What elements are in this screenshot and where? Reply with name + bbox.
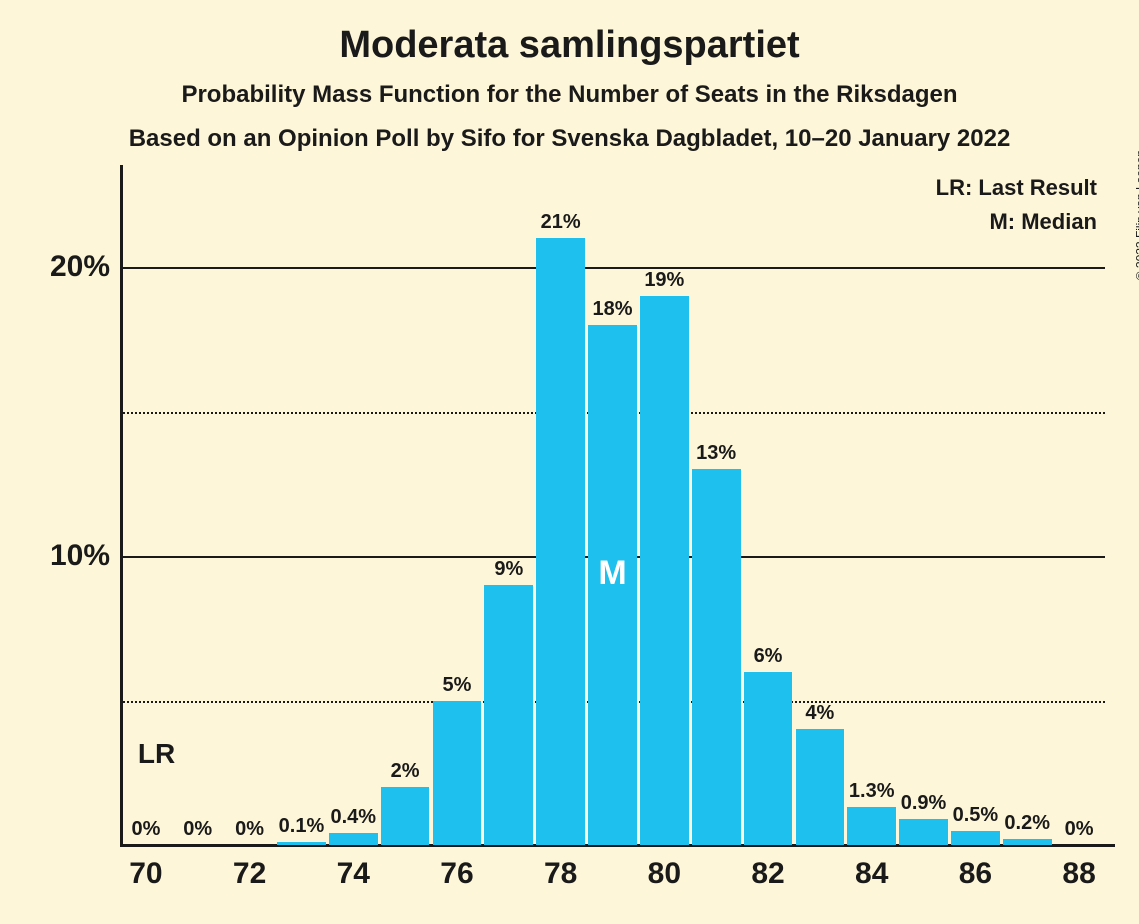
chart-subtitle-1: Probability Mass Function for the Number…: [0, 67, 1139, 109]
x-tick-label: 86: [959, 845, 992, 891]
bar: 2%: [381, 787, 430, 845]
bar-value-label: 0.4%: [330, 806, 376, 833]
bar: 1.3%: [847, 807, 896, 845]
y-tick-label: 20%: [50, 250, 120, 284]
bar-value-label: 0%: [131, 818, 160, 845]
last-result-marker: LR: [138, 738, 175, 770]
bar-value-label: 6%: [754, 645, 783, 672]
bar-value-label: 4%: [805, 702, 834, 729]
gridline-major: [120, 267, 1105, 269]
x-tick-label: 80: [648, 845, 681, 891]
x-tick-label: 76: [440, 845, 473, 891]
bar: 18%M: [588, 325, 637, 845]
legend-median: M: Median: [989, 209, 1097, 235]
bar: 4%: [796, 729, 845, 845]
bar: 5%: [433, 701, 482, 845]
chart-title: Moderata samlingspartiet: [0, 0, 1139, 67]
x-tick-label: 82: [751, 845, 784, 891]
bar-value-label: 0%: [235, 818, 264, 845]
chart-plot-area: 10%20%707274767880828486880%0%0%0.1%0.4%…: [120, 195, 1105, 845]
bar-value-label: 0.9%: [901, 792, 947, 819]
bar: 13%: [692, 469, 741, 845]
bar-value-label: 0.5%: [953, 804, 999, 831]
bar: 19%: [640, 296, 689, 845]
median-marker: M: [598, 554, 626, 593]
bar-value-label: 0.1%: [279, 815, 325, 842]
bar: 0.4%: [329, 833, 378, 845]
bar: 0.9%: [899, 819, 948, 845]
x-tick-label: 74: [337, 845, 370, 891]
bar: 9%: [484, 585, 533, 845]
chart-subtitle-2: Based on an Opinion Poll by Sifo for Sve…: [0, 109, 1139, 153]
bar: 0.5%: [951, 831, 1000, 845]
bar: 0.2%: [1003, 839, 1052, 845]
x-tick-label: 78: [544, 845, 577, 891]
bar-value-label: 0%: [183, 818, 212, 845]
bar-value-label: 18%: [592, 298, 632, 325]
x-tick-label: 84: [855, 845, 888, 891]
bar-value-label: 1.3%: [849, 780, 895, 807]
legend-last-result: LR: Last Result: [936, 175, 1097, 201]
bar-value-label: 21%: [541, 211, 581, 238]
y-tick-label: 10%: [50, 539, 120, 573]
x-tick-label: 70: [129, 845, 162, 891]
bar: 0.1%: [277, 842, 326, 845]
bar-value-label: 19%: [644, 269, 684, 296]
x-tick-label: 72: [233, 845, 266, 891]
bar-value-label: 0.2%: [1004, 812, 1050, 839]
bar-value-label: 2%: [391, 760, 420, 787]
bar-value-label: 13%: [696, 442, 736, 469]
bar-value-label: 5%: [443, 674, 472, 701]
bar: 21%: [536, 238, 585, 845]
copyright-text: © 2022 Filip van Laenen: [1133, 150, 1139, 280]
bar: 6%: [744, 672, 793, 845]
bar-value-label: 9%: [494, 558, 523, 585]
bar-value-label: 0%: [1065, 818, 1094, 845]
x-tick-label: 88: [1062, 845, 1095, 891]
